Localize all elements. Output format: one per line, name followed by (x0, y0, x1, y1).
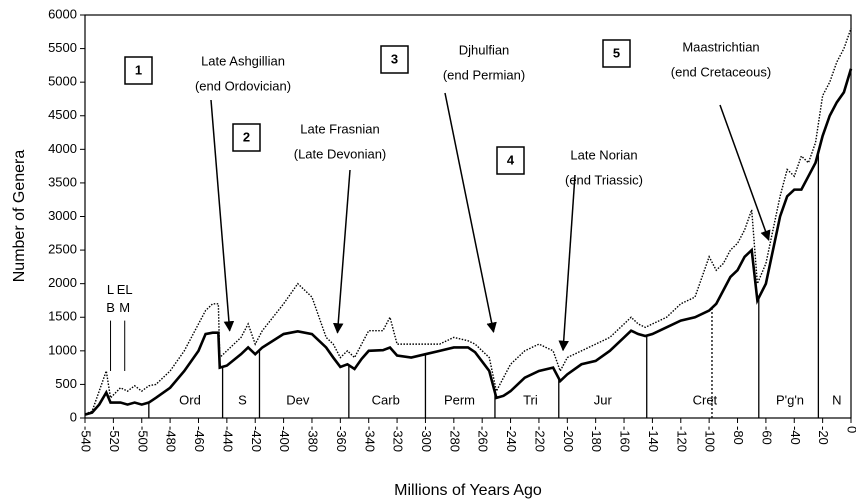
period-label: Ord (179, 393, 201, 408)
annotation-arrow (332, 169, 351, 334)
number-label: 2 (243, 129, 250, 144)
x-tick-label: -60 (759, 426, 774, 445)
number-label: 3 (391, 51, 398, 66)
cambrian-label: EL (117, 282, 133, 297)
x-tick-label: -520 (107, 426, 122, 452)
annotation-text: Djhulfian (459, 42, 510, 57)
x-tick-label: -280 (447, 426, 462, 452)
period-label: N (832, 393, 841, 408)
annotation-text: Maastrichtian (682, 39, 759, 54)
x-tick-label: -220 (532, 426, 547, 452)
cambrian-label: L (107, 282, 114, 297)
x-tick-label: -160 (618, 426, 633, 452)
annotation-text: (Late Devonian) (294, 146, 387, 161)
x-tick-label: -200 (561, 426, 576, 452)
period-label: Tri (523, 393, 538, 408)
x-tick-label: -180 (589, 426, 604, 452)
x-tick-label: -340 (362, 426, 377, 452)
x-tick-label: -240 (504, 426, 519, 452)
y-tick-label: 500 (55, 376, 77, 391)
x-tick-label: -380 (306, 426, 321, 452)
period-label: Jur (594, 393, 613, 408)
series-line (84, 68, 853, 416)
y-tick-label: 3500 (48, 174, 77, 189)
cambrian-label: B (106, 300, 115, 315)
x-tick-label: -320 (391, 426, 406, 452)
y-tick-label: 2000 (48, 275, 77, 290)
period-label: P'g'n (776, 393, 804, 408)
y-tick-label: 4500 (48, 107, 77, 122)
x-tick-label: -500 (135, 426, 150, 452)
y-tick-label: 1500 (48, 309, 77, 324)
annotation-text: (end Ordovician) (195, 78, 291, 93)
x-tick-label: -440 (220, 426, 235, 452)
period-label: Cret (693, 393, 718, 408)
y-tick-label: 5000 (48, 74, 77, 89)
annotation-text: Late Norian (570, 147, 637, 162)
y-tick-label: 0 (70, 409, 77, 424)
x-tick-label: -480 (164, 426, 179, 452)
x-tick-label: -400 (277, 426, 292, 452)
number-box (124, 56, 153, 85)
y-tick-label: 2500 (48, 242, 77, 257)
x-tick-label: -360 (334, 426, 349, 452)
period-label: Perm (444, 393, 475, 408)
annotation-text: (end Cretaceous) (671, 64, 771, 79)
number-label: 1 (135, 62, 142, 77)
annotation-text: (end Permian) (443, 67, 525, 82)
period-label: Dev (286, 393, 310, 408)
annotation-arrow (719, 104, 771, 241)
x-tick-label: -20 (816, 426, 831, 445)
period-label: Carb (372, 393, 400, 408)
cambrian-label: M (119, 300, 130, 315)
y-tick-label: 3000 (48, 208, 77, 223)
annotation-arrow (558, 174, 576, 352)
x-tick-label: -100 (703, 426, 718, 452)
annotation-arrow (444, 92, 497, 334)
x-tick-label: -420 (249, 426, 264, 452)
x-tick-label: -140 (646, 426, 661, 452)
annotation-text: (end Triassic) (565, 172, 643, 187)
number-box (232, 123, 261, 152)
y-axis-label: Number of Genera (11, 150, 28, 283)
x-tick-label: -300 (419, 426, 434, 452)
series-line (84, 28, 852, 415)
number-label: 4 (507, 152, 515, 167)
x-tick-label: -460 (192, 426, 207, 452)
annotation-text: Late Frasnian (300, 121, 380, 136)
x-tick-label: -260 (476, 426, 491, 452)
x-tick-label: -540 (79, 426, 94, 452)
number-box (496, 146, 525, 175)
annotation-text: Late Ashgillian (201, 53, 285, 68)
y-tick-label: 1000 (48, 342, 77, 357)
x-tick-label: -120 (674, 426, 689, 452)
annotation-arrow (210, 99, 235, 332)
y-tick-label: 6000 (48, 6, 77, 21)
number-label: 5 (613, 45, 620, 60)
x-axis-label: Millions of Years Ago (394, 482, 542, 499)
y-tick-label: 5500 (48, 40, 77, 55)
number-box (602, 39, 631, 68)
x-tick-label: -40 (788, 426, 803, 445)
number-box (380, 45, 409, 74)
x-tick-label: 0 (845, 426, 856, 433)
period-label: S (238, 393, 247, 408)
y-tick-label: 4000 (48, 141, 77, 156)
x-tick-label: -80 (731, 426, 746, 445)
